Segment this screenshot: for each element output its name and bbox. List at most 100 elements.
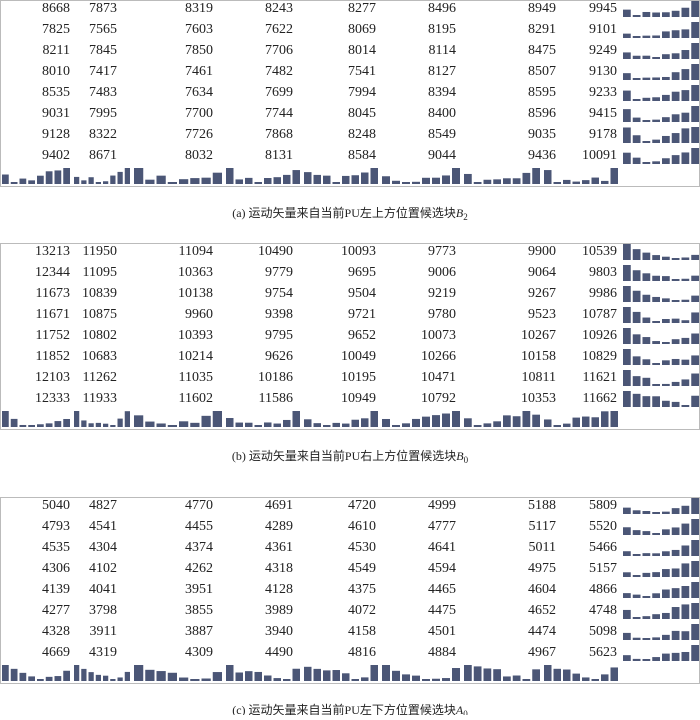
cell: 8595 xyxy=(528,85,556,100)
spark-bar xyxy=(563,669,571,681)
spark-bar xyxy=(74,176,80,184)
spark-bar xyxy=(304,172,312,184)
spark-bar xyxy=(623,551,631,556)
spark-bar xyxy=(532,414,540,427)
spark-bar xyxy=(671,588,680,598)
cell: 4541 xyxy=(89,519,117,534)
cell: 11852 xyxy=(36,349,70,364)
caption-text: (a) 运动矢量来自当前PU左上方位置候选块 xyxy=(232,205,456,220)
spark-bar xyxy=(283,174,291,184)
cell: 13213 xyxy=(35,244,70,259)
spark-bar xyxy=(681,29,690,38)
spark-bar xyxy=(264,675,272,681)
cell: 10683 xyxy=(82,349,117,364)
cell: 4262 xyxy=(185,561,213,576)
spark-bar xyxy=(652,275,660,281)
spark-bar xyxy=(190,422,200,427)
cell: 10875 xyxy=(82,307,117,322)
spark-bar xyxy=(201,415,211,427)
cell: 10792 xyxy=(421,391,456,406)
cell: 4306 xyxy=(42,561,70,576)
spark-bar xyxy=(422,177,430,184)
spark-bar xyxy=(95,182,101,184)
spark-bar xyxy=(662,298,670,302)
cell: 9504 xyxy=(348,286,376,301)
cell: 5117 xyxy=(529,519,556,534)
spark-bar xyxy=(681,651,690,661)
spark-bar xyxy=(632,249,641,260)
spark-bar xyxy=(623,152,631,164)
cell: 11035 xyxy=(179,370,213,385)
spark-bar xyxy=(662,76,670,80)
caption: (b) 运动矢量来自当前PU右上方位置候选块B0 xyxy=(232,448,469,465)
spark-bar xyxy=(313,668,321,681)
spark-bar xyxy=(167,425,177,427)
cell: 7603 xyxy=(185,22,213,37)
spark-bar xyxy=(681,299,690,302)
spark-bar xyxy=(392,425,400,427)
spark-bar xyxy=(442,413,450,427)
spark-bar xyxy=(662,612,670,619)
spark-bar xyxy=(671,53,680,59)
cell: 11673 xyxy=(36,286,70,301)
cell: 7483 xyxy=(89,85,117,100)
spark-bar xyxy=(632,334,641,344)
cell: 10093 xyxy=(341,244,376,259)
spark-bar xyxy=(642,294,651,302)
spark-bar xyxy=(652,614,660,619)
spark-bar xyxy=(691,561,699,577)
cell: 12333 xyxy=(35,391,70,406)
spark-bar xyxy=(662,276,670,281)
spark-bar xyxy=(226,418,234,427)
spark-bar xyxy=(493,669,501,681)
spark-bar xyxy=(642,531,651,535)
caption-subscript: 0 xyxy=(464,455,469,465)
cell: 10363 xyxy=(178,265,213,280)
caption-symbol: A xyxy=(455,703,464,715)
spark-bar xyxy=(681,631,690,640)
spark-bar xyxy=(582,416,590,427)
spark-bar xyxy=(671,300,680,302)
spark-bar xyxy=(681,257,690,260)
spark-bar xyxy=(19,178,27,184)
spark-bar xyxy=(117,677,123,681)
cell: 10393 xyxy=(178,328,213,343)
spark-bar xyxy=(662,319,670,323)
spark-bar xyxy=(623,328,631,344)
spark-bar xyxy=(292,170,300,184)
cell: 8584 xyxy=(348,148,376,163)
cell: 7482 xyxy=(265,64,293,79)
spark-bar xyxy=(652,396,660,407)
spark-bar xyxy=(652,255,660,260)
spark-bar xyxy=(273,423,281,427)
cell: 9773 xyxy=(428,244,456,259)
spark-bar xyxy=(402,182,410,184)
spark-bar xyxy=(652,321,660,323)
spark-bar xyxy=(652,119,660,122)
spark-bar xyxy=(392,670,400,681)
cell: 8671 xyxy=(89,148,117,163)
spark-bar xyxy=(632,55,641,59)
cell: 7994 xyxy=(348,85,376,100)
cell: 9754 xyxy=(265,286,293,301)
spark-bar xyxy=(45,676,53,681)
spark-bar xyxy=(522,172,531,184)
cell: 4652 xyxy=(528,603,556,618)
cell: 4319 xyxy=(89,645,117,660)
cell: 9178 xyxy=(589,127,617,142)
spark-bar xyxy=(332,422,340,427)
cell: 8319 xyxy=(185,1,213,16)
spark-bar xyxy=(691,540,699,556)
spark-bar xyxy=(681,90,690,101)
cell: 9960 xyxy=(185,307,213,322)
spark-bar xyxy=(422,416,430,427)
spark-bar xyxy=(2,411,9,427)
spark-bar xyxy=(691,355,699,365)
cell: 7565 xyxy=(89,22,117,37)
spark-bar xyxy=(591,679,599,681)
spark-bar xyxy=(691,106,699,122)
cell: 5098 xyxy=(589,624,617,639)
caption: (c) 运动矢量来自当前PU左下方位置候选块A0 xyxy=(232,702,468,715)
spark-bar xyxy=(81,668,87,681)
cell: 11621 xyxy=(583,370,617,385)
